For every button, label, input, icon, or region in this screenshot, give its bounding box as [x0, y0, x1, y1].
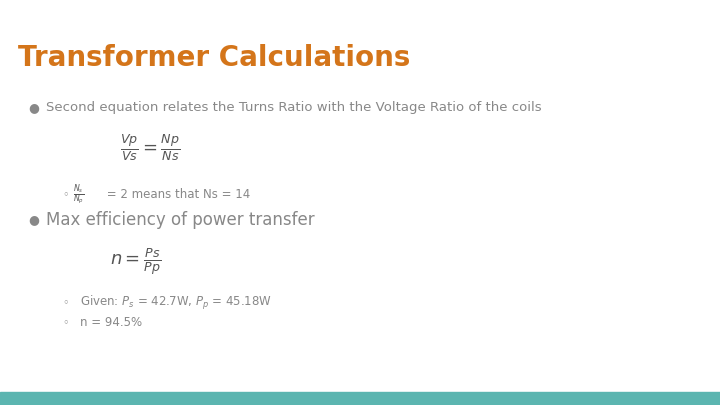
Text: $\frac{Vp}{Vs} = \frac{Np}{Ns}$: $\frac{Vp}{Vs} = \frac{Np}{Ns}$	[120, 133, 181, 163]
Text: n = 94.5%: n = 94.5%	[80, 316, 142, 330]
Bar	[0, 392, 720, 405]
Text: ◦: ◦	[62, 298, 68, 308]
Text: $\frac{N_s}{N_p}$: $\frac{N_s}{N_p}$	[73, 183, 84, 207]
Text: = 2 means that Ns = 14: = 2 means that Ns = 14	[103, 188, 251, 202]
Text: Transformer Calculations: Transformer Calculations	[18, 44, 410, 72]
Text: $n = \frac{Ps}{Pp}$: $n = \frac{Ps}{Pp}$	[110, 247, 161, 277]
Text: ◦: ◦	[62, 190, 68, 200]
Text: Max efficiency of power transfer: Max efficiency of power transfer	[46, 211, 315, 229]
Text: ●: ●	[28, 213, 39, 226]
Text: ●: ●	[28, 102, 39, 115]
Text: ◦: ◦	[62, 318, 68, 328]
Text: Given: $P_s$ = 42.7W, $P_p$ = 45.18W: Given: $P_s$ = 42.7W, $P_p$ = 45.18W	[80, 294, 272, 312]
Text: Second equation relates the Turns Ratio with the Voltage Ratio of the coils: Second equation relates the Turns Ratio …	[46, 102, 541, 115]
